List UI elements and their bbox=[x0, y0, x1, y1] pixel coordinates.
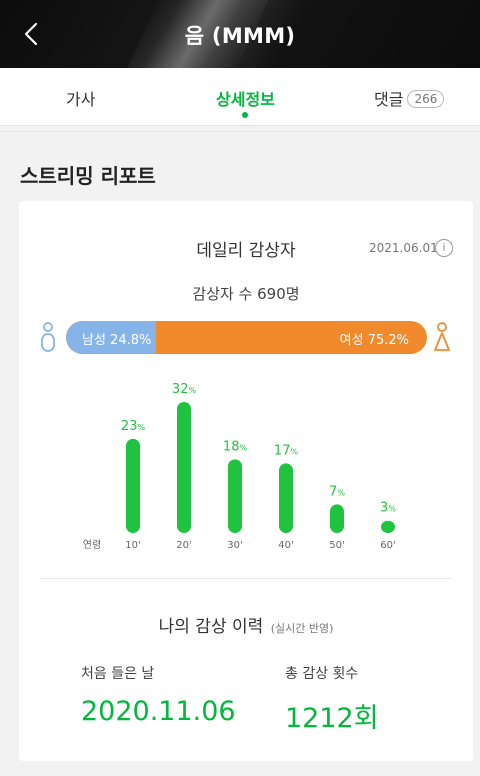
male-icon bbox=[41, 322, 55, 352]
report-date: 2021.06.01 bbox=[369, 241, 438, 255]
listener-count: 감상자 수 690명 bbox=[192, 285, 300, 303]
bar-value-label: 18% bbox=[223, 439, 248, 454]
bar-value-label: 3% bbox=[380, 501, 396, 516]
comment-count-badge: 266 bbox=[407, 90, 445, 108]
chart-bar bbox=[381, 520, 395, 533]
daily-listeners-title: 데일리 감상자 bbox=[196, 241, 296, 261]
chart-bar bbox=[279, 463, 293, 533]
male-ratio-fill bbox=[66, 321, 156, 354]
total-plays-label: 총 감상 횟수 bbox=[285, 666, 359, 682]
tab-details[interactable]: 상세정보 bbox=[216, 90, 275, 109]
age-bar-chart: 연령 23% 10' 32% 20' 18% 30' 17% 40' 7% 50' 3% 60' bbox=[83, 382, 397, 551]
gender-ratio-bar: 남성 24.8% 여성 75.2% bbox=[66, 321, 427, 354]
x-tick-label: 60' bbox=[380, 540, 395, 551]
card-divider bbox=[39, 578, 453, 579]
info-icon[interactable]: i bbox=[435, 239, 453, 257]
x-axis-label: 연령 bbox=[83, 539, 101, 551]
history-title: 나의 감상 이력 (실시간 반영) bbox=[19, 612, 473, 637]
chart-bar bbox=[228, 459, 242, 533]
divider bbox=[0, 131, 480, 132]
bar-value-label: 17% bbox=[274, 443, 299, 458]
bar-value-label: 7% bbox=[329, 484, 345, 499]
x-tick-label: 10' bbox=[125, 540, 140, 551]
history-title-text: 나의 감상 이력 bbox=[158, 617, 264, 637]
x-tick-label: 30' bbox=[227, 540, 242, 551]
chart-bar bbox=[177, 402, 191, 533]
x-tick-label: 20' bbox=[176, 540, 191, 551]
chart-bar bbox=[330, 504, 344, 533]
section-title: 스트리밍 리포트 bbox=[20, 164, 156, 188]
back-button[interactable] bbox=[14, 16, 50, 52]
tab-comments-label: 댓글 bbox=[374, 90, 404, 109]
female-icon bbox=[434, 322, 450, 351]
first-listened-label: 처음 들은 날 bbox=[81, 666, 155, 682]
tab-comments[interactable]: 댓글 266 bbox=[374, 86, 445, 110]
tab-lyrics[interactable]: 가사 bbox=[66, 90, 96, 109]
page-title: 음 (MMM) bbox=[184, 24, 296, 48]
x-tick-label: 50' bbox=[329, 540, 344, 551]
total-plays-value: 1212회 bbox=[285, 703, 379, 734]
bar-value-label: 23% bbox=[121, 419, 146, 434]
female-ratio-label: 여성 75.2% bbox=[339, 333, 409, 348]
app-header: 음 (MMM) bbox=[0, 0, 480, 68]
male-ratio-label: 남성 24.8% bbox=[82, 333, 152, 348]
chevron-left-icon bbox=[24, 22, 38, 46]
tab-bar: 가사 상세정보 댓글 266 bbox=[0, 68, 480, 126]
first-listened-value: 2020.11.06 bbox=[81, 696, 236, 727]
chart-bar bbox=[126, 438, 140, 533]
history-note: (실시간 반영) bbox=[270, 622, 334, 635]
x-tick-label: 40' bbox=[278, 540, 293, 551]
active-tab-indicator bbox=[242, 112, 248, 118]
bar-value-label: 32% bbox=[172, 382, 197, 397]
report-card: 데일리 감상자 2021.06.01 i 감상자 수 690명 남성 24.8%… bbox=[19, 201, 473, 761]
